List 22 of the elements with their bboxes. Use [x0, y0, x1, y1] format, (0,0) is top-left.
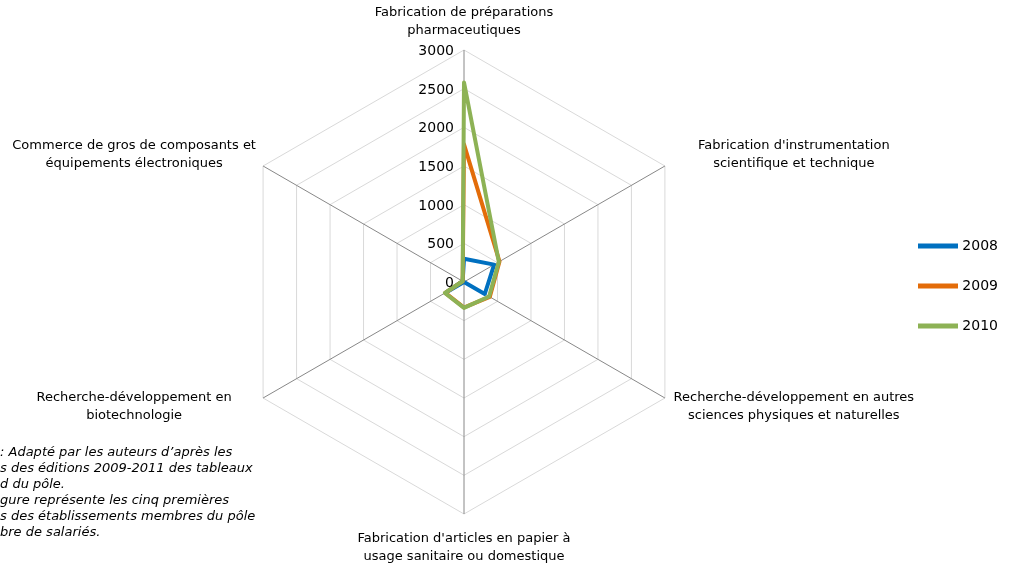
spoke-label: Fabrication d'instrumentation scientifique et technique [698, 137, 890, 170]
y-tick-label: 0 [445, 274, 454, 290]
spoke-label: Fabrication d'articles en papier à usage sanitaire ou domestique [357, 530, 571, 563]
text: gure représente les cinq premières [0, 492, 231, 508]
y-tick-label: 1000 [418, 196, 454, 213]
text: bre de salariés. [0, 524, 102, 540]
text: s des établissements membres du pôle [0, 508, 256, 524]
text: d du pôle. [0, 476, 66, 492]
y-tick-label: 2000 [418, 119, 454, 136]
spoke-label: Commerce de gros de composants et équipements électroniques [12, 137, 256, 170]
text: s des éditions 2009-2011 des tableaux [0, 460, 254, 476]
y-tick-label: 500 [427, 235, 454, 252]
y-tick-label: 1500 [418, 158, 454, 174]
legend-label: 2008 [962, 237, 998, 253]
spoke-label: Recherche-développement en biotechnologie [36, 389, 232, 422]
y-tick-label: 3000 [418, 42, 454, 58]
spoke-label: Fabrication de préparations pharmaceutiques [374, 4, 554, 37]
y-tick-label: 2500 [418, 80, 454, 97]
legend-label: 2009 [962, 277, 998, 293]
spoke-label: Recherche-développement en autres sciences physiques et naturelles [673, 389, 915, 422]
text: : Adapté par les auteurs d’après les [0, 444, 234, 460]
legend-label: 2010 [962, 317, 998, 333]
